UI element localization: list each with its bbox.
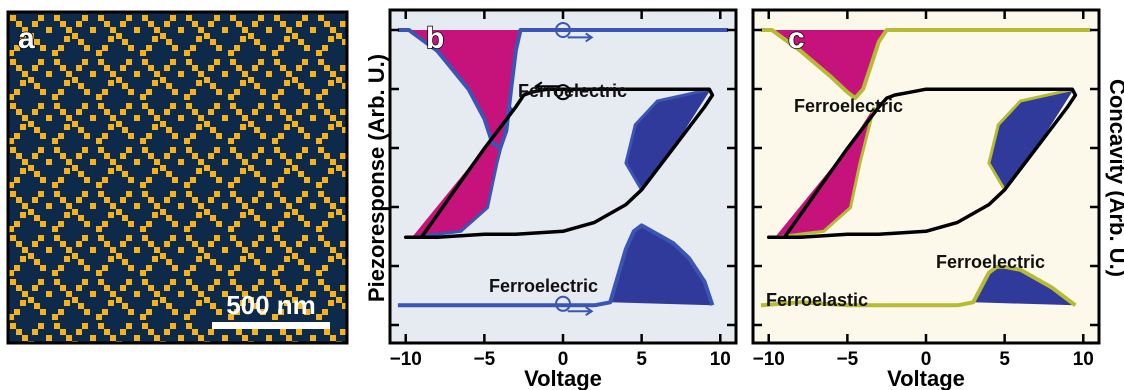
panel-a-label: a bbox=[18, 22, 35, 55]
top-trace-arrow bbox=[567, 32, 594, 43]
panel-b-xtick-label: −5 bbox=[474, 349, 496, 370]
panel-b-loop-left-fill bbox=[412, 107, 512, 238]
panel-c-top-fill bbox=[771, 30, 887, 99]
panel-c-xtick-label: −5 bbox=[837, 349, 859, 370]
panel-c: −10 −5 0 5 10 c Ferroelectric Ferroelectric … bbox=[751, 8, 1124, 390]
bottom-trace-marker bbox=[555, 295, 571, 312]
panel-b-hysteresis-loop bbox=[403, 87, 715, 239]
bottom-trace-arrow bbox=[567, 306, 594, 317]
panel-c-xtick-label: 5 bbox=[999, 349, 1010, 370]
panel-b-top-fill bbox=[408, 30, 524, 149]
panel-b: −10 −5 0 5 10 b Ferroelectric Ferroelectric … bbox=[364, 8, 738, 390]
panel-b-right-lobe-outline bbox=[624, 87, 712, 191]
panel-c-xtick-label: 10 bbox=[1073, 349, 1094, 370]
panel-c-left-lobe-outline bbox=[774, 106, 876, 239]
panel-b-xtick-label: −10 bbox=[390, 349, 422, 370]
panel-b-loop-right-fill bbox=[625, 89, 711, 190]
panel-c-xlabel: Voltage bbox=[887, 366, 965, 390]
panel-b-annotation-lower: Ferroelectric bbox=[489, 276, 598, 296]
panel-c-ylabel: Concavity (Arb. U.) bbox=[1105, 79, 1124, 277]
panel-b-bottom-fill bbox=[610, 225, 713, 306]
panel-c-bottom-trace bbox=[760, 264, 1077, 308]
panel-b-ticks: −10 −5 0 5 10 bbox=[390, 10, 736, 370]
panel-b-markers bbox=[534, 22, 594, 317]
scale-bar-label: 500 nm bbox=[226, 290, 316, 320]
panel-c-xtick-label: −10 bbox=[753, 349, 785, 370]
panel-b-left-lobe-outline bbox=[411, 106, 513, 239]
panel-c-loop-left-fill bbox=[775, 107, 875, 238]
domain-map bbox=[8, 12, 347, 343]
panel-c-bottom-fill bbox=[973, 266, 1076, 306]
panel-a-map: a 500 nm bbox=[6, 10, 349, 345]
scale-bar bbox=[212, 322, 330, 329]
panel-c-hysteresis-loop bbox=[766, 87, 1078, 239]
panel-c-loop-right-fill bbox=[988, 89, 1074, 190]
panel-b-xtick-label: 5 bbox=[636, 349, 647, 370]
map-border bbox=[6, 10, 349, 345]
panel-c-xtick-label: 0 bbox=[921, 349, 932, 370]
loop-marker bbox=[555, 84, 571, 101]
panel-b-top-trace bbox=[397, 28, 729, 151]
panel-b-ylabel: Piezoresponse (Arb. U.) bbox=[364, 54, 389, 302]
panel-c-annotation-lower-right: Ferroelectric bbox=[936, 252, 1045, 272]
panel-b-xtick-label: 10 bbox=[710, 349, 731, 370]
panel-b-xtick-label: 0 bbox=[558, 349, 569, 370]
panel-c-top-trace bbox=[760, 28, 1092, 101]
panel-b-label: b bbox=[426, 22, 444, 55]
panel-b-annotation-upper: Ferroelectric bbox=[518, 81, 627, 101]
panel-c-right-lobe-outline bbox=[987, 87, 1075, 191]
panel-b-lines bbox=[397, 28, 729, 308]
panel-c-label: c bbox=[788, 22, 805, 55]
panel-c-lines bbox=[760, 28, 1092, 308]
top-trace-marker bbox=[555, 22, 571, 38]
panel-b-xlabel: Voltage bbox=[524, 366, 602, 390]
panel-b-bottom-trace bbox=[397, 223, 715, 308]
panel-c-fills bbox=[771, 30, 1076, 306]
panel-c-ticks: −10 −5 0 5 10 bbox=[753, 10, 1099, 370]
panel-b-fills bbox=[408, 30, 713, 306]
panel-c-annotation-lower-left: Ferroelastic bbox=[766, 290, 868, 310]
loop-arrow bbox=[534, 81, 560, 92]
panel-c-annotation-upper: Ferroelectric bbox=[794, 96, 903, 116]
